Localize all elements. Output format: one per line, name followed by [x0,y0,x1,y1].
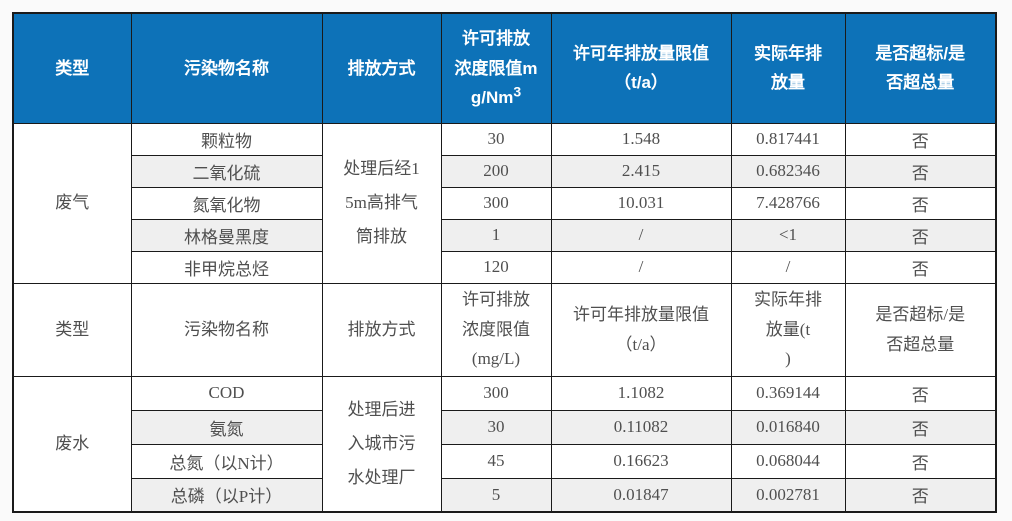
water-header-actual: 实际年排 放量(t ) [730,282,846,377]
water-header-row: 类型 污染物名称 排放方式 许可排放 浓度限值 (mg/L) 许可年排放量限值 … [12,282,997,377]
gas-pollutant-name: 二氧化硫 [130,154,323,188]
water-annual-limit: 0.16623 [550,443,732,479]
water-exceed-flag: 否 [844,409,997,445]
gas-annual-limit: 10.031 [550,186,732,220]
gas-header-actual: 实际年排 放量 [730,12,846,124]
water-exceed-flag: 否 [844,443,997,479]
water-conc-limit: 5 [440,477,552,513]
gas-conc-limit: 1 [440,218,552,252]
gas-header-pollutant: 污染物名称 [130,12,323,124]
emissions-table: 类型 污染物名称 排放方式 许可排放 浓度限值m g/Nm3 许可年排放量限值 … [12,12,997,513]
gas-exceed-flag: 否 [844,218,997,252]
gas-pollutant-name: 林格曼黑度 [130,218,323,252]
gas-header-exceed: 是否超标/是 否超总量 [844,12,997,124]
water-conc-limit: 300 [440,375,552,411]
gas-pollutant-name: 氮氧化物 [130,186,323,220]
water-header-exceed: 是否超标/是 否超总量 [844,282,997,377]
water-conc-limit: 45 [440,443,552,479]
gas-pollutant-name: 非甲烷总烃 [130,250,323,284]
gas-conc-limit: 120 [440,250,552,284]
gas-actual-annual: 0.817441 [730,122,846,156]
gas-category-cell: 废气 [12,122,132,284]
water-category-cell: 废水 [12,375,132,513]
water-exceed-flag: 否 [844,477,997,513]
gas-header-row: 类型 污染物名称 排放方式 许可排放 浓度限值m g/Nm3 许可年排放量限值 … [12,12,997,124]
gas-row-nox: 氮氧化物 300 10.031 7.428766 否 [13,186,997,220]
gas-conc-limit: 300 [440,186,552,220]
gas-actual-annual: <1 [730,218,846,252]
water-actual-annual: 0.016840 [730,409,846,445]
water-method-cell: 处理后进 入城市污 水处理厂 [321,375,442,513]
gas-row-nmhc: 非甲烷总烃 120 / / 否 [13,250,997,284]
gas-actual-annual: / [730,250,846,284]
gas-header-conc-unit: g/Nm3 [446,83,547,112]
gas-header-annual-limit: 许可年排放量限值 （t/a） [550,12,732,124]
water-row-nh3n: 氨氮 30 0.11082 0.016840 否 [13,409,997,445]
gas-exceed-flag: 否 [844,122,997,156]
water-actual-annual: 0.068044 [730,443,846,479]
gas-header-conc-unit-base: g/Nm [470,87,514,107]
gas-conc-limit: 200 [440,154,552,188]
gas-row-so2: 二氧化硫 200 2.415 0.682346 否 [13,154,997,188]
gas-exceed-flag: 否 [844,186,997,220]
gas-annual-limit: / [550,218,732,252]
gas-header-method: 排放方式 [321,12,442,124]
water-pollutant-name: 氨氮 [130,409,323,445]
gas-header-conc-unit-sup: 3 [513,83,522,100]
gas-header-conc-limit-lines: 许可排放 浓度限值m [454,29,538,78]
water-row-total-n: 总氮（以N计） 45 0.16623 0.068044 否 [13,443,997,479]
water-annual-limit: 0.01847 [550,477,732,513]
water-row-total-p: 总磷（以P计） 5 0.01847 0.002781 否 [13,477,997,513]
gas-method-cell: 处理后经1 5m高排气 筒排放 [321,122,442,284]
water-header-conc-limit: 许可排放 浓度限值 (mg/L) [440,282,552,377]
water-header-annual-limit: 许可年排放量限值 （t/a） [550,282,732,377]
water-row-cod: 废水 COD 处理后进 入城市污 水处理厂 300 1.1082 0.36914… [12,375,997,513]
water-pollutant-name: 总氮（以N计） [130,443,323,479]
gas-row-particulate: 废气 颗粒物 处理后经1 5m高排气 筒排放 30 1.548 0.817441… [12,122,997,284]
water-header-method: 排放方式 [321,282,442,377]
gas-annual-limit: 2.415 [550,154,732,188]
gas-exceed-flag: 否 [844,250,997,284]
gas-actual-annual: 7.428766 [730,186,846,220]
gas-header-conc-limit: 许可排放 浓度限值m g/Nm3 [440,12,552,124]
gas-conc-limit: 30 [440,122,552,156]
water-pollutant-name: COD [130,375,323,411]
gas-row-ringelmann: 林格曼黑度 1 / <1 否 [13,218,997,252]
water-actual-annual: 0.369144 [730,375,846,411]
gas-pollutant-name: 颗粒物 [130,122,323,156]
water-conc-limit: 30 [440,409,552,445]
water-annual-limit: 0.11082 [550,409,732,445]
gas-exceed-flag: 否 [844,154,997,188]
gas-header-type: 类型 [12,12,132,124]
water-header-type: 类型 [12,282,132,377]
gas-annual-limit: / [550,250,732,284]
water-pollutant-name: 总磷（以P计） [130,477,323,513]
gas-annual-limit: 1.548 [550,122,732,156]
water-annual-limit: 1.1082 [550,375,732,411]
water-exceed-flag: 否 [844,375,997,411]
gas-actual-annual: 0.682346 [730,154,846,188]
water-header-pollutant: 污染物名称 [130,282,323,377]
water-actual-annual: 0.002781 [730,477,846,513]
